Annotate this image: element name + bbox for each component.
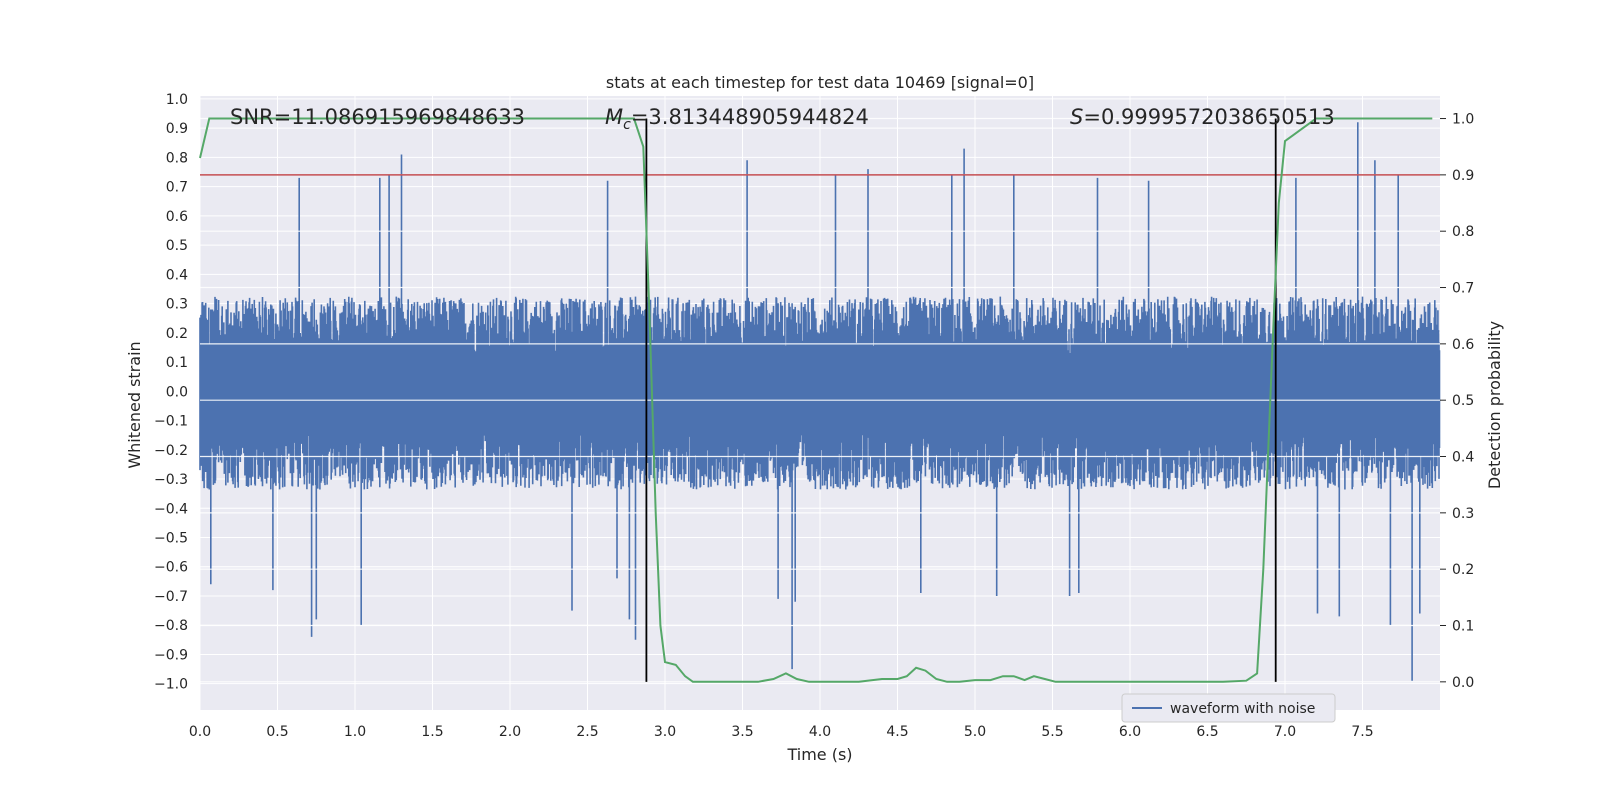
y-left-tick-label: 0.1	[166, 355, 188, 371]
legend[interactable]: waveform with noise	[1121, 693, 1336, 723]
y-left-tick-label: −0.4	[154, 501, 188, 517]
y-left-tick-label: −0.5	[154, 530, 188, 546]
y-right-tick-label: 0.8	[1452, 224, 1474, 240]
s-annotation: S=0.9999572038650513	[1070, 105, 1335, 129]
y-axis-label-left: Whitened strain	[125, 341, 144, 468]
chirp-mass-subscript: c	[623, 117, 631, 133]
y-right-tick-label: 0.4	[1452, 450, 1474, 466]
y-left-tick-label: −0.3	[154, 472, 188, 488]
y-left-tick-label: 0.5	[166, 238, 188, 254]
y-left-tick-label: −1.0	[154, 677, 188, 693]
y-axis-label-right: Detection probability	[1485, 321, 1504, 489]
s-symbol: S	[1070, 105, 1083, 129]
y-left-tick-label: 1.0	[166, 92, 188, 108]
x-tick-label: 3.0	[654, 724, 676, 740]
chirp-mass-annotation: Mc=3.813448905944824	[605, 105, 869, 133]
s-value: =0.9999572038650513	[1083, 105, 1334, 129]
y-right-tick-label: 0.6	[1452, 337, 1474, 353]
x-tick-label: 2.0	[499, 724, 521, 740]
y-right-tick-label: 1.0	[1452, 112, 1474, 128]
x-tick-label: 0.0	[189, 724, 211, 740]
x-tick-label: 7.5	[1351, 724, 1373, 740]
y-left-tick-label: −0.2	[154, 443, 188, 459]
y-right-tick-label: 0.7	[1452, 281, 1474, 297]
x-tick-label: 1.5	[421, 724, 443, 740]
y-left-tick-label: −0.6	[154, 560, 188, 576]
x-tick-label: 4.0	[809, 724, 831, 740]
x-tick-label: 7.0	[1274, 724, 1296, 740]
y-right-tick-label: 0.5	[1452, 393, 1474, 409]
y-left-tick-label: 0.7	[166, 180, 188, 196]
x-tick-label: 6.0	[1119, 724, 1141, 740]
y-right-tick-label: 0.0	[1452, 675, 1474, 691]
y-left-tick-label: 0.0	[166, 384, 188, 400]
y-right-tick-label: 0.2	[1452, 562, 1474, 578]
y-left-tick-label: 0.3	[166, 297, 188, 313]
y-left-tick-label: −0.9	[154, 647, 188, 663]
x-tick-label: 5.0	[964, 724, 986, 740]
y-right-tick-label: 0.1	[1452, 619, 1474, 635]
y-left-tick-label: 0.2	[166, 326, 188, 342]
x-tick-label: 0.5	[266, 724, 288, 740]
y-left-tick-label: −0.8	[154, 618, 188, 634]
y-left-tick-label: −0.7	[154, 589, 188, 605]
detection-probability-line	[199, 117, 1433, 683]
x-tick-label: 3.5	[731, 724, 753, 740]
waveform-line	[199, 122, 1441, 681]
y-right-tick-label: 0.9	[1452, 168, 1474, 184]
right-axis-series	[199, 117, 1440, 683]
x-tick-label: 4.5	[886, 724, 908, 740]
y-left-tick-label: 0.9	[166, 121, 188, 137]
x-tick-label: 6.5	[1196, 724, 1218, 740]
y-left-tick-label: 0.8	[166, 150, 188, 166]
x-tick-label: 1.0	[344, 724, 366, 740]
waveform-series	[199, 122, 1441, 681]
y-left-tick-label: 0.4	[166, 267, 188, 283]
x-tick-label: 2.5	[576, 724, 598, 740]
chirp-mass-value: =3.813448905944824	[631, 105, 869, 129]
axes: 0.0 0.5 1.0 1.5 2.0 2.5 3.0 3.5 4.0 4.5 5.0 5.5 6.0 6…	[154, 92, 1474, 740]
x-tick-label: 5.5	[1041, 724, 1063, 740]
x-axis-label: Time (s)	[786, 745, 852, 764]
snr-annotation: SNR=11.086915969848633	[230, 105, 525, 129]
y-left-tick-label: −0.1	[154, 414, 188, 430]
legend-box	[1121, 693, 1336, 723]
chart-title: stats at each timestep for test data 104…	[606, 73, 1034, 92]
chirp-mass-symbol: M	[605, 105, 623, 129]
y-right-tick-label: 0.3	[1452, 506, 1474, 522]
y-left-tick-label: 0.6	[166, 209, 188, 225]
legend-label: waveform with noise	[1170, 701, 1315, 717]
